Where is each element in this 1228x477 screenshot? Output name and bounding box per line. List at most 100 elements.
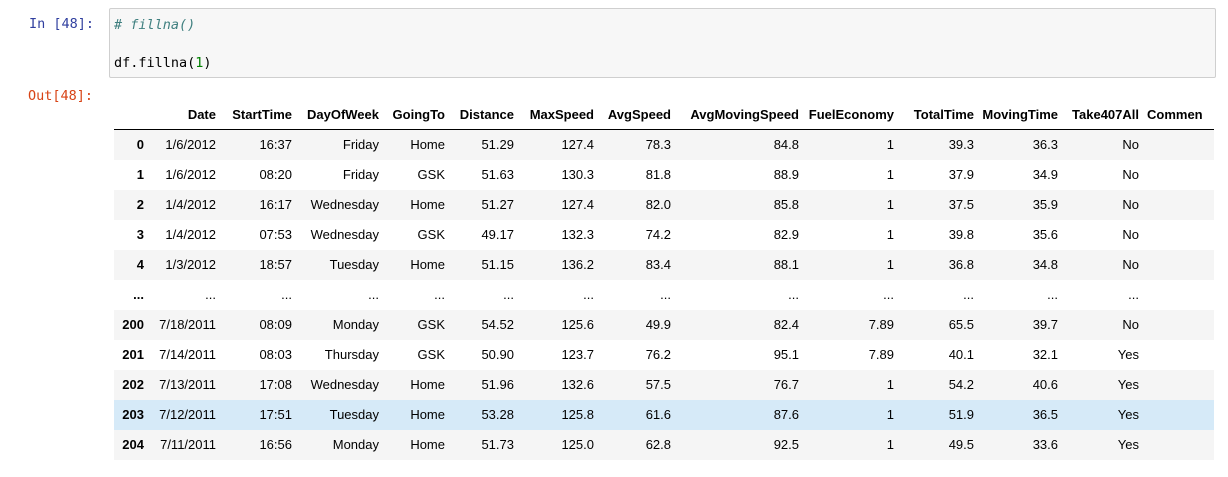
table-cell: 35.6 — [1032, 227, 1058, 242]
column-header: Commen — [1143, 100, 1214, 130]
table-cell: No — [1122, 197, 1139, 212]
table-cell: 7.89 — [868, 317, 894, 332]
table-cell: ... — [205, 287, 216, 302]
table-cell: GSK — [417, 227, 445, 242]
table-cell — [1143, 250, 1214, 280]
code-close: ) — [203, 55, 212, 71]
table-cell: Wednesday — [310, 227, 379, 242]
table-cell: 51.73 — [481, 437, 514, 452]
table-cell: 62.8 — [645, 437, 671, 452]
table-cell: No — [1122, 317, 1139, 332]
table-cell: 1/6/2012 — [165, 167, 216, 182]
table-cell: 08:03 — [259, 347, 292, 362]
table-cell: 132.3 — [561, 227, 594, 242]
table-cell: 1/6/2012 — [165, 137, 216, 153]
table-cell: 76.2 — [645, 347, 671, 362]
table-cell: ... — [503, 287, 514, 302]
table-cell: 54.52 — [481, 317, 514, 332]
code-editor[interactable]: # fillna() df.fillna(1) — [109, 8, 1216, 78]
table-cell: No — [1122, 257, 1139, 272]
table-cell: 49.5 — [948, 437, 974, 452]
table-cell — [1143, 370, 1214, 400]
table-cell: 16:56 — [259, 437, 292, 452]
table-header-row: Date StartTime DayOfWeek GoingTo Distance Max… — [114, 100, 1214, 130]
table-row[interactable]: 4 1/3/2012 18:57 Tuesday Home 51.15 136.2 83.4 8… — [114, 249, 1214, 280]
row-index: 204 — [122, 437, 144, 452]
code-call: df.fillna( — [114, 55, 196, 71]
table-cell: 65.5 — [948, 317, 974, 332]
table-cell: 125.0 — [561, 437, 594, 452]
table-cell: 7/13/2011 — [159, 377, 216, 392]
table-cell: 1 — [886, 407, 894, 422]
column-header: StartTime — [220, 100, 296, 130]
table-row[interactable]: 1 1/6/2012 08:20 Friday GSK 51.63 130.3 81.8 88.… — [114, 159, 1214, 190]
table-cell: Yes — [1117, 407, 1139, 422]
table-cell: 95.1 — [773, 347, 799, 362]
table-cell: 35.9 — [1032, 197, 1058, 212]
table-cell — [1143, 310, 1214, 340]
table-cell: 33.6 — [1032, 437, 1058, 452]
table-row[interactable]: 204 7/11/2011 16:56 Monday Home 51.73 125.0 62.… — [114, 429, 1214, 460]
row-index: 203 — [122, 407, 144, 422]
table-cell: Wednesday — [310, 377, 379, 392]
table-cell: 1/3/2012 — [165, 257, 216, 272]
table-cell: No — [1122, 227, 1139, 242]
row-index: 2 — [136, 197, 144, 212]
column-header: MaxSpeed — [518, 100, 598, 130]
dataframe-table: Date StartTime DayOfWeek GoingTo Distance Max… — [114, 100, 1214, 460]
table-cell: 81.8 — [645, 167, 671, 182]
table-row[interactable]: 201 7/14/2011 08:03 Thursday GSK 50.90 123.7 76… — [114, 339, 1214, 370]
row-index: 0 — [136, 137, 144, 153]
column-header: Date — [148, 100, 220, 130]
table-row[interactable]: 202 7/13/2011 17:08 Wednesday Home 51.96 132.6… — [114, 369, 1214, 400]
table-cell — [1143, 340, 1214, 370]
table-cell: 37.5 — [948, 197, 974, 212]
table-cell: Tuesday — [329, 257, 379, 272]
input-prompt: In [48]: — [29, 16, 95, 32]
table-cell: ... — [583, 287, 594, 302]
row-index: 200 — [122, 317, 144, 332]
table-cell: 36.8 — [948, 257, 974, 272]
table-cell: 1 — [886, 437, 894, 452]
table-cell: 57.5 — [645, 377, 671, 392]
table-cell: 7/14/2011 — [159, 347, 216, 362]
index-header — [114, 100, 148, 130]
row-index: 4 — [136, 257, 144, 272]
table-cell: Yes — [1117, 437, 1139, 452]
table-row[interactable]: 203 7/12/2011 17:51 Tuesday Home 53.28 125.8 61… — [114, 399, 1214, 430]
table-cell: ... — [660, 287, 671, 302]
table-cell: 84.8 — [773, 137, 799, 153]
table-cell: 50.90 — [481, 347, 514, 362]
row-index: 1 — [136, 167, 144, 182]
table-cell: 34.8 — [1032, 257, 1058, 272]
table-cell — [1143, 280, 1214, 310]
row-index: ... — [133, 287, 144, 302]
table-row[interactable]: 0 1/6/2012 16:37 Friday Home 51.29 127.4 78.3 84… — [114, 129, 1214, 160]
table-cell: 82.9 — [773, 227, 799, 242]
code-line-call: df.fillna(1) — [114, 54, 1211, 73]
table-cell: Thursday — [324, 347, 379, 362]
table-cell: 1 — [886, 227, 894, 242]
column-header: Take407All — [1062, 100, 1143, 130]
table-row[interactable]: ....................................... — [114, 279, 1214, 310]
table-body: 0 1/6/2012 16:37 Friday Home 51.29 127.4 78.3 84… — [114, 129, 1214, 460]
table-cell: Home — [410, 437, 445, 452]
table-cell: 07:53 — [259, 227, 292, 242]
column-header: GoingTo — [383, 100, 449, 130]
table-cell: 61.6 — [645, 407, 671, 422]
table-cell: 76.7 — [773, 377, 799, 392]
table-cell: 88.1 — [773, 257, 799, 272]
table-row[interactable]: 2 1/4/2012 16:17 Wednesday Home 51.27 127.4 82.… — [114, 189, 1214, 220]
table-cell: 1 — [886, 197, 894, 212]
table-row[interactable]: 200 7/18/2011 08:09 Monday GSK 54.52 125.6 49.9… — [114, 309, 1214, 340]
table-cell: GSK — [417, 317, 445, 332]
table-cell: ... — [1128, 287, 1139, 302]
table-cell: Home — [410, 257, 445, 272]
table-row[interactable]: 3 1/4/2012 07:53 Wednesday GSK 49.17 132.3 74.2… — [114, 219, 1214, 250]
table-cell: 7.89 — [868, 347, 894, 362]
table-cell: 1 — [886, 167, 894, 182]
table-cell: 17:51 — [259, 407, 292, 422]
table-cell: 1 — [886, 137, 894, 153]
table-cell: 49.9 — [645, 317, 671, 332]
table-cell: 127.4 — [561, 137, 594, 153]
